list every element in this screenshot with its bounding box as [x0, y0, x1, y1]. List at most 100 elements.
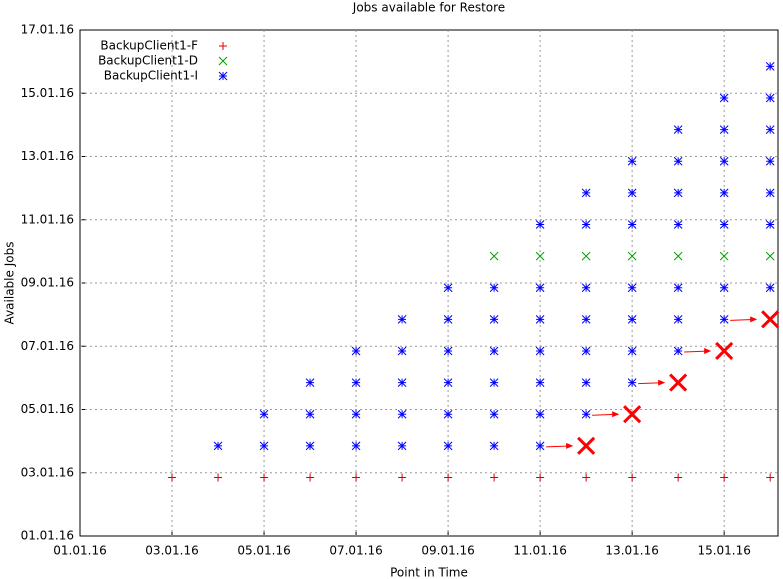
- data-point: [306, 473, 315, 482]
- y-tick-label: 15.01.16: [21, 86, 74, 100]
- data-point: [259, 441, 269, 451]
- x-tick-label: 13.01.16: [605, 544, 658, 558]
- data-point: [765, 62, 775, 71]
- data-point: [719, 220, 729, 229]
- highlight-arrowhead: [566, 442, 574, 449]
- y-axis-label: Available Jobs: [3, 242, 17, 325]
- x-tick-label: 09.01.16: [421, 544, 474, 558]
- data-point: [765, 125, 775, 134]
- data-point: [765, 251, 775, 261]
- data-point: [397, 409, 407, 419]
- plot-frame: [79, 29, 779, 537]
- highlight-arrowhead: [750, 316, 758, 323]
- data-point: [397, 346, 407, 356]
- y-tick-label: 05.01.16: [21, 402, 74, 416]
- highlight-point: [761, 310, 780, 329]
- legend-label: BackupClient1-D: [98, 54, 198, 68]
- y-tick-label: 07.01.16: [21, 339, 74, 353]
- data-point: [351, 441, 361, 451]
- data-point: [535, 378, 545, 387]
- y-tick-label: 09.01.16: [21, 276, 74, 290]
- data-point: [397, 378, 407, 387]
- x-tick-label: 03.01.16: [145, 544, 198, 558]
- y-tick-label: 13.01.16: [21, 149, 74, 163]
- data-point: [673, 283, 683, 293]
- data-point: [628, 473, 637, 482]
- data-point: [168, 473, 177, 482]
- data-point: [443, 409, 453, 419]
- data-point: [765, 283, 775, 293]
- data-point: [765, 220, 775, 229]
- data-point: [673, 346, 683, 356]
- highlight-arrowhead: [612, 411, 620, 418]
- x-tick-label: 07.01.16: [329, 544, 382, 558]
- data-point: [351, 409, 361, 419]
- data-point: [305, 441, 315, 451]
- data-point: [673, 125, 683, 134]
- data-point: [581, 251, 591, 261]
- data-point: [352, 473, 361, 482]
- data-point: [535, 251, 545, 261]
- y-tick-label: 11.01.16: [21, 212, 74, 226]
- data-point: [535, 409, 545, 419]
- data-point: [719, 315, 729, 324]
- data-point: [581, 220, 591, 229]
- legend-symbol: [218, 56, 228, 66]
- data-point: [627, 346, 637, 356]
- data-point: [627, 283, 637, 293]
- legend-symbol: [219, 42, 227, 50]
- data-point: [627, 315, 637, 324]
- data-point: [673, 220, 683, 229]
- data-point: [259, 409, 269, 419]
- data-point: [719, 156, 729, 166]
- highlight-point: [715, 341, 734, 361]
- data-point: [536, 473, 545, 482]
- data-point: [581, 409, 591, 419]
- y-tick-label: 01.01.16: [21, 529, 74, 543]
- data-point: [581, 188, 591, 198]
- data-point: [627, 156, 637, 166]
- y-tick-label: 03.01.16: [21, 465, 74, 479]
- data-point: [719, 283, 729, 293]
- data-point: [535, 283, 545, 293]
- data-point: [489, 251, 499, 261]
- data-point: [305, 409, 315, 419]
- x-axis-label: Point in Time: [390, 566, 468, 579]
- data-point: [489, 409, 499, 419]
- x-tick-label: 05.01.16: [237, 544, 290, 558]
- y-tick-label: 17.01.16: [21, 23, 74, 37]
- data-point: [489, 378, 499, 387]
- data-point: [673, 188, 683, 198]
- data-point: [443, 346, 453, 356]
- data-point: [719, 251, 729, 261]
- data-point: [489, 283, 499, 293]
- data-point: [489, 315, 499, 324]
- data-point: [351, 346, 361, 356]
- data-point: [443, 441, 453, 451]
- data-point: [719, 125, 729, 134]
- legend-symbol: [218, 71, 228, 81]
- data-point: [444, 473, 453, 482]
- data-point: [765, 156, 775, 166]
- legend-label: BackupClient1-F: [100, 39, 198, 53]
- x-tick-label: 15.01.16: [697, 544, 750, 558]
- data-point: [673, 251, 683, 261]
- data-point: [673, 156, 683, 166]
- data-point: [213, 441, 223, 451]
- data-point: [627, 251, 637, 261]
- highlight-arrowhead: [704, 347, 712, 354]
- highlight-arrowhead: [658, 379, 666, 386]
- highlight-point: [577, 436, 596, 455]
- data-point: [351, 378, 361, 387]
- data-point: [214, 473, 223, 482]
- data-point: [535, 220, 545, 229]
- data-point: [443, 315, 453, 324]
- data-point: [305, 378, 315, 387]
- data-point: [535, 346, 545, 356]
- data-point: [627, 378, 637, 387]
- data-point: [260, 473, 269, 482]
- data-point: [490, 473, 499, 482]
- data-point: [720, 473, 729, 482]
- data-point: [443, 283, 453, 293]
